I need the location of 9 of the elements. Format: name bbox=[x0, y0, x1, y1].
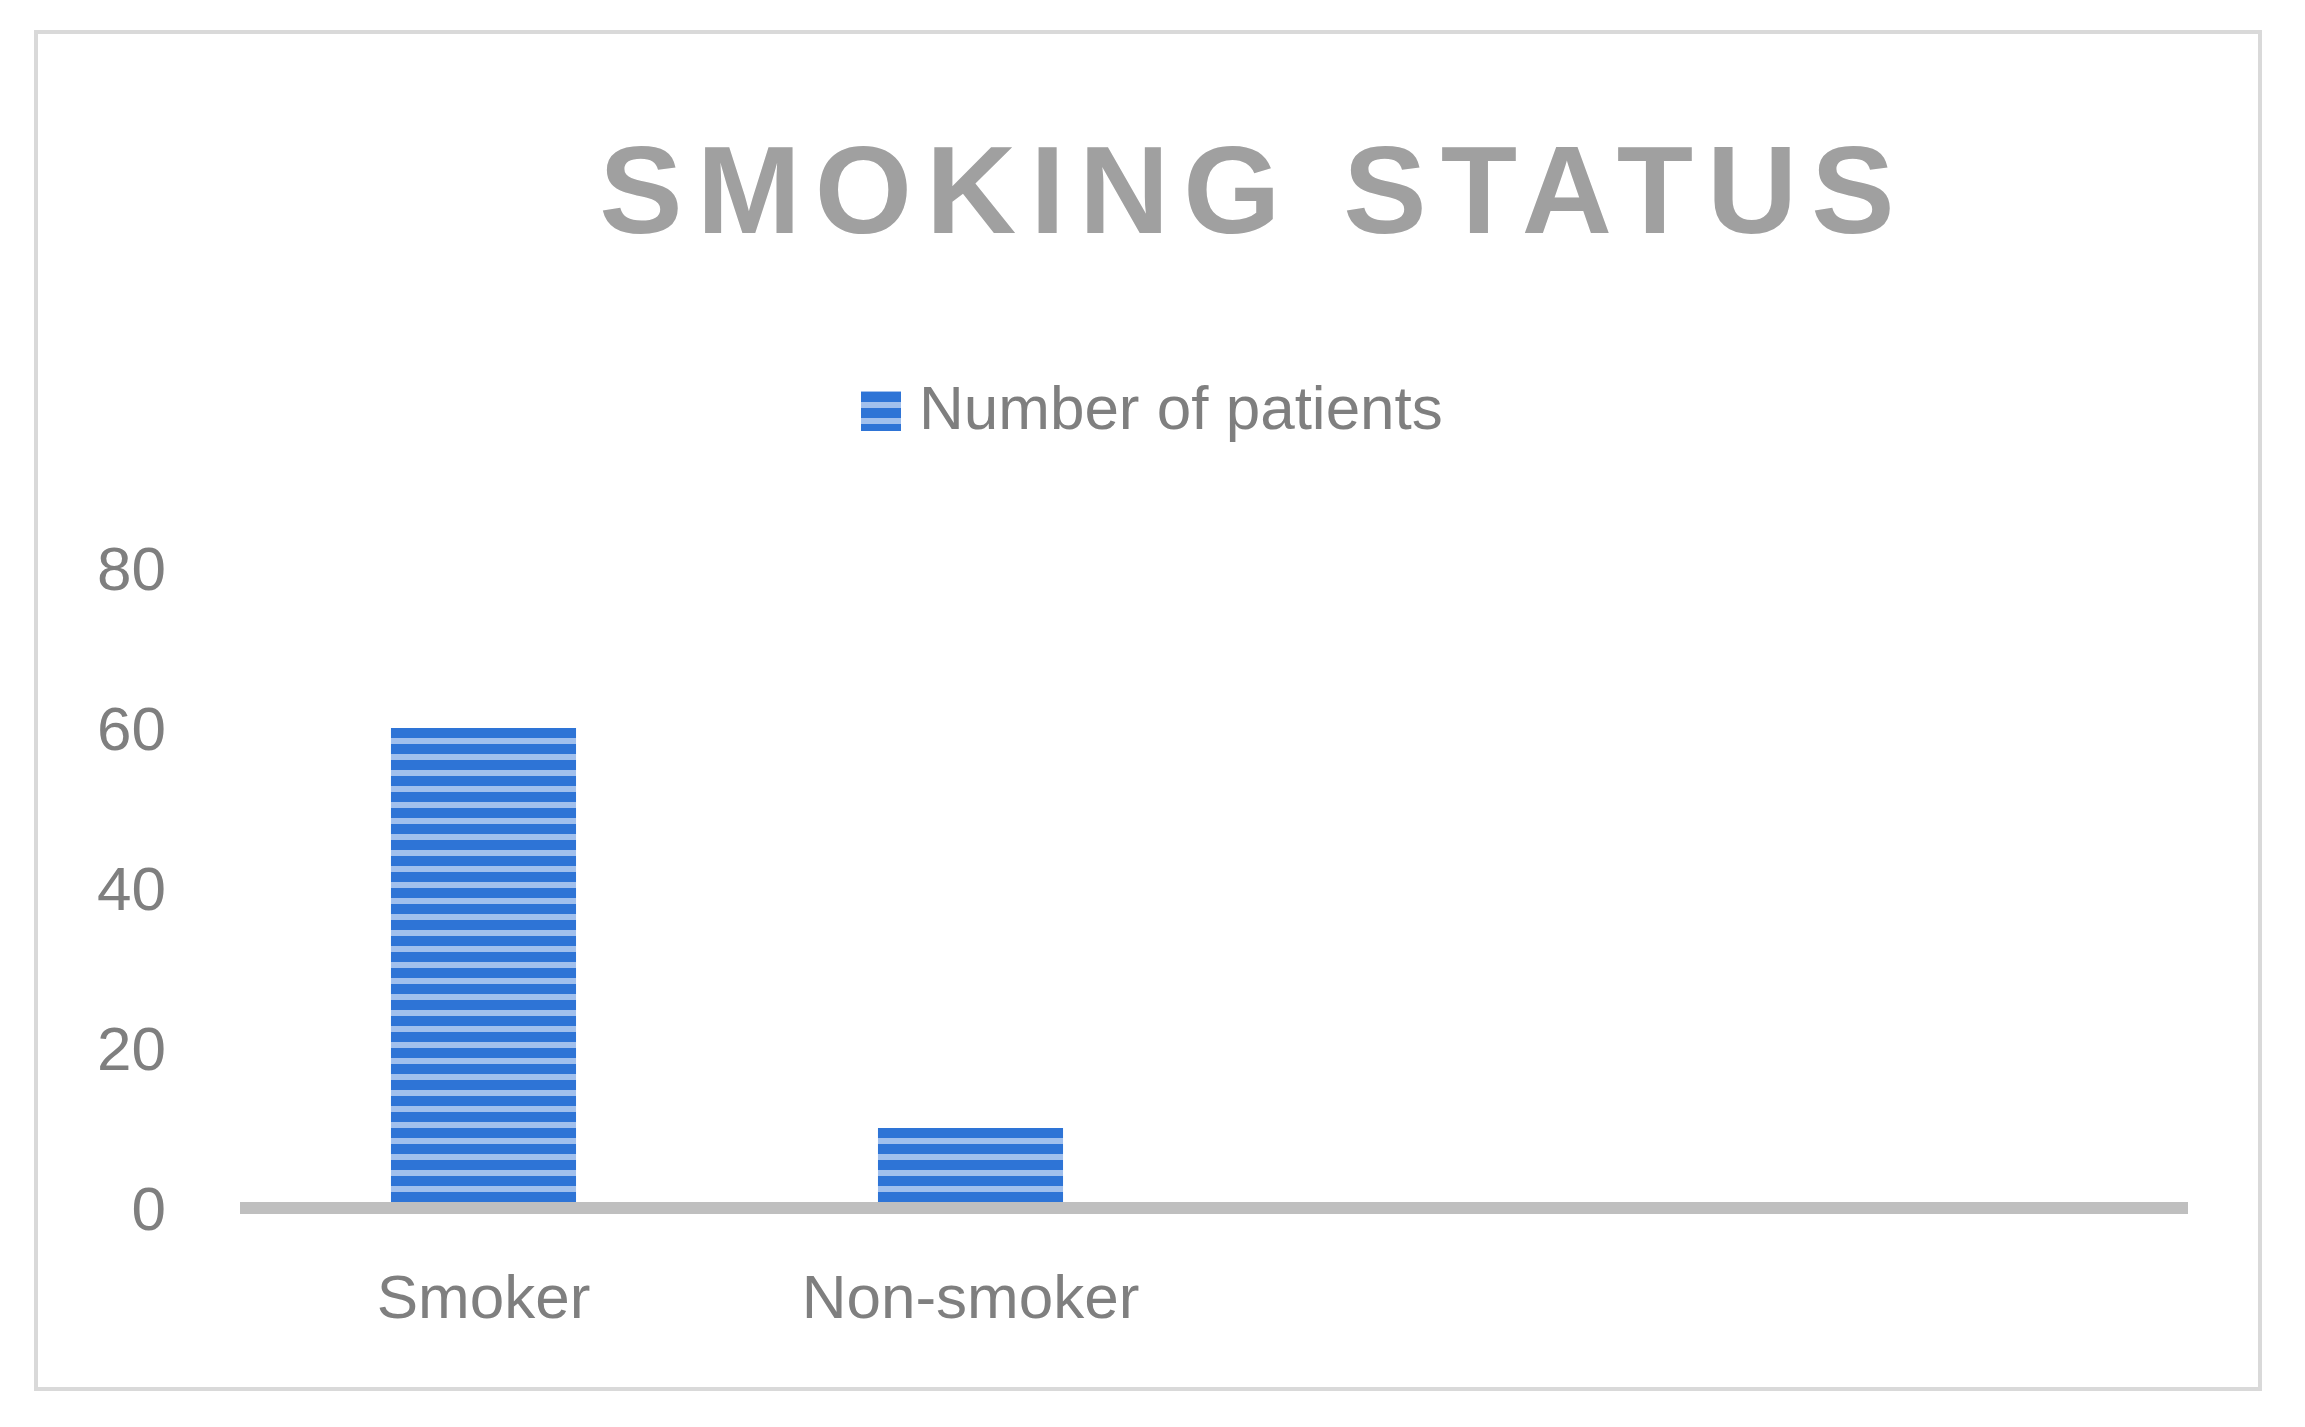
y-tick-label: 60 bbox=[97, 693, 166, 763]
y-tick-label: 20 bbox=[97, 1013, 166, 1083]
y-tick-label: 80 bbox=[97, 533, 166, 603]
y-tick-label: 0 bbox=[131, 1173, 166, 1243]
chart-title: SMOKING STATUS bbox=[599, 120, 1909, 259]
y-tick-label: 40 bbox=[97, 853, 166, 923]
legend-label: Number of patients bbox=[919, 373, 1443, 442]
x-tick-label: Non-smoker bbox=[801, 1262, 1140, 1331]
x-tick-label: Smoker bbox=[376, 1262, 591, 1331]
